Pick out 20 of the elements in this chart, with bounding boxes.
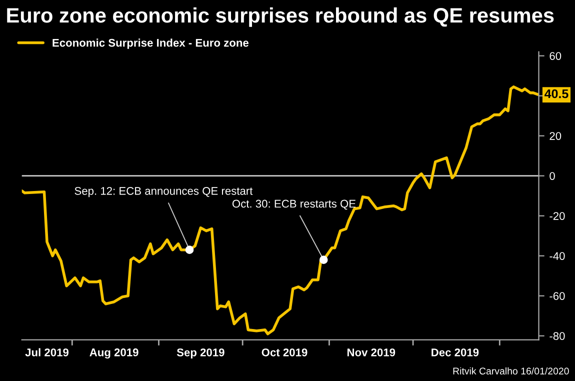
chart-title: Euro zone economic surprises rebound as QE resumes	[7, 7, 554, 27]
x-tick-label: Dec 2019	[432, 348, 479, 356]
y-tick-label: -60	[550, 292, 565, 300]
text: Ritvik Carvalho 16/01/2020	[453, 367, 569, 375]
y-tick-label: -80	[550, 332, 565, 340]
y-tick-label: 20	[550, 132, 562, 140]
line-series	[22, 85, 539, 336]
x-tick-label: Aug 2019	[90, 348, 138, 359]
y-tick-label: -20	[550, 212, 565, 220]
x-tick-label: Oct 2019	[262, 348, 308, 356]
annotation: Oct. 30: ECB restarts QE	[232, 200, 356, 210]
data-label: 40.5	[544, 89, 568, 98]
annotation: Sep. 12: ECB announces QE restart	[74, 187, 253, 198]
y-tick-label: 60	[550, 52, 562, 60]
y-tick-label: -40	[550, 252, 565, 260]
x-tick-label: Jul 2019	[25, 348, 69, 356]
legend-label: Economic Surprise Index - Euro zone	[52, 38, 249, 49]
y-tick-label: 0	[550, 172, 555, 180]
x-tick-label: Nov 2019	[347, 348, 396, 356]
x-tick-label: Sep 2019	[176, 348, 224, 359]
